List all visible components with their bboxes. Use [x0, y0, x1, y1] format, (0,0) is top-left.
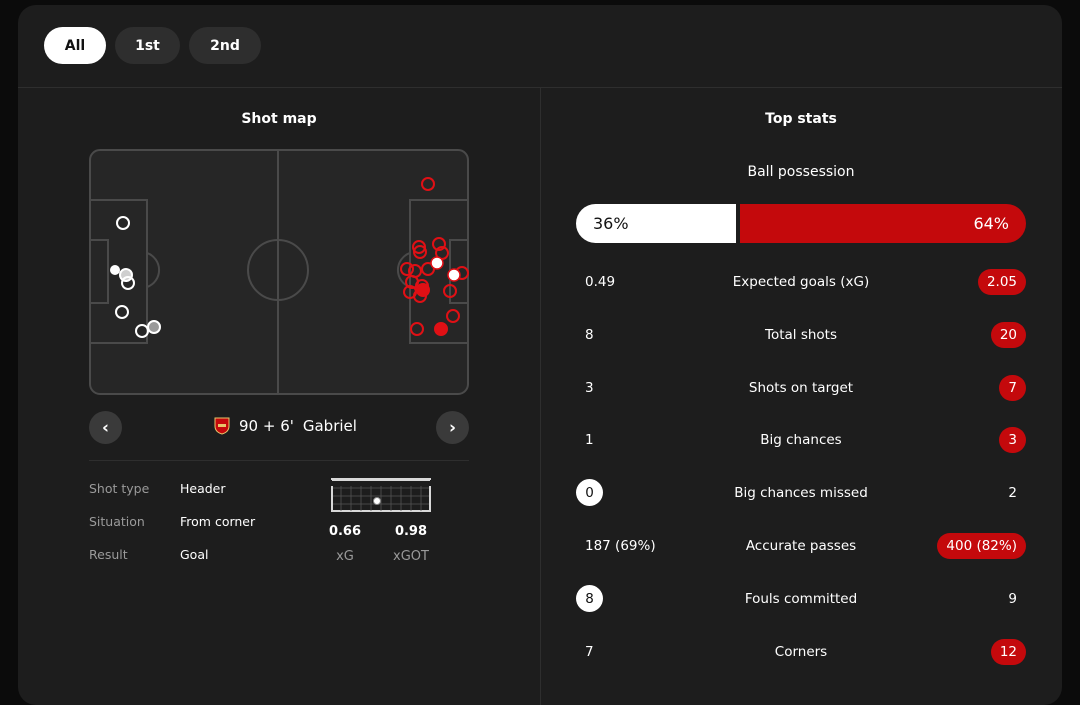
filter-1st-button[interactable]: 1st	[115, 27, 180, 64]
possession-home-bar: 36%	[576, 204, 736, 243]
stat-home-value: 8	[585, 327, 594, 343]
shot-marker	[446, 309, 460, 323]
shot-time: 90 + 6'	[239, 417, 294, 435]
stat-home-value: 0	[576, 479, 603, 506]
stat-name: Corners	[774, 644, 828, 660]
previous-shot-button[interactable]: ‹	[89, 411, 122, 444]
shot-details-divider	[89, 460, 469, 461]
shot-marker	[413, 245, 427, 259]
shot-marker	[413, 289, 427, 303]
stat-away-value: 2.05	[977, 269, 1026, 295]
next-shot-button[interactable]: ›	[436, 411, 469, 444]
filter-all-button[interactable]: All	[44, 27, 106, 64]
away-shots	[400, 177, 469, 336]
result-label: Result	[89, 547, 128, 562]
stat-name: Big chances missed	[734, 485, 868, 501]
stat-away-value: 12	[990, 639, 1026, 665]
period-filter: All 1st 2nd	[44, 27, 261, 64]
shot-marker	[443, 284, 457, 298]
possession-away-value: 64%	[973, 214, 1009, 233]
shot-marker	[432, 237, 446, 251]
xg-value: 0.66	[328, 524, 362, 539]
shot-marker	[400, 262, 414, 276]
xgot-value: 0.98	[394, 524, 428, 539]
goal-frame-icon	[331, 478, 431, 512]
situation-label: Situation	[89, 514, 145, 529]
goal-marker	[110, 265, 120, 275]
xg-label: xG	[336, 549, 354, 564]
stat-row-accurate-passes: 187 (69%) Accurate passes 400 (82%)	[576, 532, 1026, 560]
stat-row-fouls: 8 Fouls committed 9	[576, 585, 1026, 613]
shot-type-label: Shot type	[89, 481, 150, 496]
stat-home-value: 1	[585, 432, 594, 448]
stat-name: Fouls committed	[744, 591, 858, 607]
situation-value: From corner	[180, 514, 256, 529]
stat-away-value: 3	[999, 427, 1026, 453]
possession-label: Ball possession	[747, 164, 855, 180]
shot-marker	[116, 216, 130, 230]
possession-home-value: 36%	[593, 214, 629, 233]
column-divider	[540, 88, 541, 705]
stat-away-value: 2	[1008, 485, 1017, 501]
shot-map-title: Shot map	[241, 111, 317, 127]
shot-marker	[119, 268, 133, 282]
chevron-left-icon: ‹	[101, 417, 109, 438]
chevron-right-icon: ›	[448, 417, 456, 438]
possession-away-bar: 64%	[740, 204, 1026, 243]
shot-marker	[147, 320, 161, 334]
stat-away-value: 9	[1008, 591, 1017, 607]
shot-marker	[410, 322, 424, 336]
top-stats-title: Top stats	[765, 111, 837, 127]
stat-row-shots-on-target: 3 Shots on target 7	[576, 374, 1026, 402]
filter-2nd-button[interactable]: 2nd	[189, 27, 261, 64]
stat-row-big-chances-missed: 0 Big chances missed 2	[576, 479, 1026, 507]
stat-name: Shots on target	[748, 380, 854, 396]
shot-marker	[412, 240, 426, 254]
stat-name: Accurate passes	[745, 538, 857, 554]
stat-name: Total shots	[765, 327, 837, 343]
shot-location-marker	[373, 497, 381, 505]
stat-away-value: 400 (82%)	[937, 533, 1026, 559]
header-divider	[18, 87, 1062, 88]
shot-marker	[115, 305, 129, 319]
xgot-label: xGOT	[393, 549, 429, 564]
stat-row-big-chances: 1 Big chances 3	[576, 426, 1026, 454]
stat-away-value: 7	[999, 375, 1026, 401]
goal-marker	[430, 256, 444, 270]
goal-marker-selected	[447, 268, 461, 282]
stat-home-value: 187 (69%)	[585, 538, 656, 554]
stat-home-value: 3	[585, 380, 594, 396]
stat-home-value: 7	[585, 644, 594, 660]
stat-name: Expected goals (xG)	[732, 274, 870, 290]
stat-row-xg: 0.49 Expected goals (xG) 2.05	[576, 268, 1026, 296]
stat-home-value: 0.49	[585, 274, 616, 290]
arsenal-crest-icon	[214, 417, 230, 435]
stat-name: Big chances	[760, 432, 842, 448]
result-value: Goal	[180, 547, 209, 562]
shot-map-pitch[interactable]	[89, 149, 469, 395]
match-stats-card: All 1st 2nd Shot map	[18, 5, 1062, 705]
stat-home-value: 8	[576, 585, 603, 612]
home-shots	[110, 216, 161, 338]
shot-marker	[421, 177, 435, 191]
shot-marker	[434, 322, 448, 336]
stat-row-total-shots: 8 Total shots 20	[576, 321, 1026, 349]
stat-away-value: 20	[990, 322, 1026, 348]
shot-player: Gabriel	[302, 417, 357, 435]
shot-marker	[135, 324, 149, 338]
stat-row-corners: 7 Corners 12	[576, 638, 1026, 666]
shot-type-value: Header	[180, 481, 226, 496]
selected-shot-caption: 90 + 6' Gabriel	[214, 417, 357, 435]
shot-marker	[121, 276, 135, 290]
